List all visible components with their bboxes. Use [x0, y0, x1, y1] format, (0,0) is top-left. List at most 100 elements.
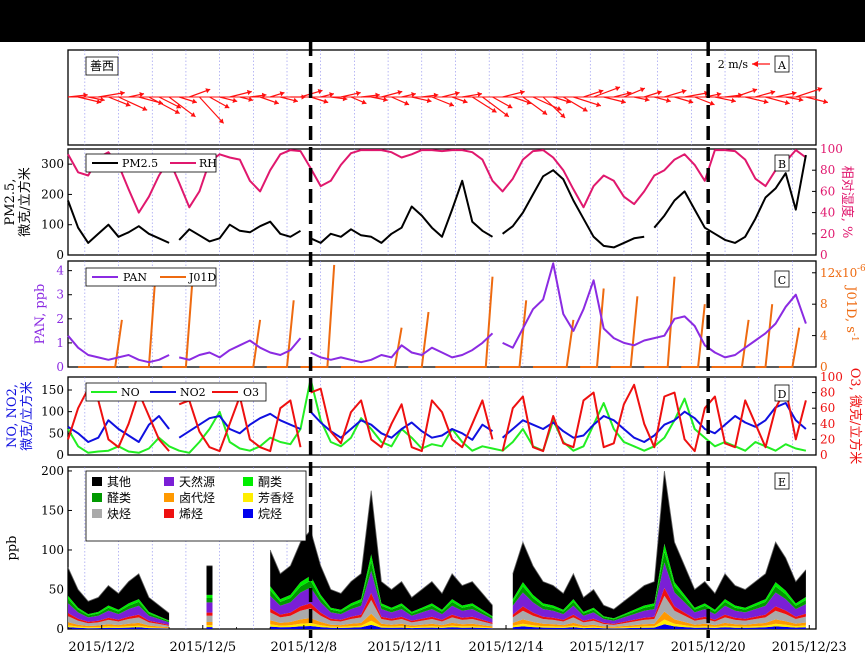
wind-arrowhead [752, 88, 758, 94]
j01d-series [755, 304, 774, 368]
voc-legend-label: 卤代烃 [179, 491, 215, 505]
pm25-series [653, 154, 807, 244]
y2-tick-label: 0 [820, 448, 828, 462]
wind-arrowhead [731, 97, 736, 104]
x-tick-label: 2015/12/14 [469, 640, 544, 655]
no2-series [178, 412, 301, 439]
voc-area-天然源 [512, 562, 806, 624]
y-tick-label: 100 [41, 218, 64, 232]
wind-vector [593, 86, 621, 98]
panel-b-gridlines [84, 149, 793, 255]
wind-arrowhead [411, 92, 416, 98]
x-tick-label: 2015/12/23 [772, 640, 847, 655]
panel-b-legend-box [85, 153, 217, 173]
wind-arrowhead [656, 90, 662, 96]
pm25-series [178, 220, 302, 243]
wind-arrowhead [83, 92, 88, 98]
ppb-axis-label: ppb [5, 536, 20, 561]
wind-arrowhead [205, 88, 211, 94]
wind-vector [522, 96, 548, 116]
pm25-axis-label: PM2.5,微克/立方米 [3, 167, 33, 236]
pan-series [67, 335, 170, 364]
voc-legend-swatch [92, 493, 102, 502]
y2-tick-label: 40 [820, 206, 835, 220]
j01d-series [711, 319, 750, 368]
j01d-series [300, 264, 336, 368]
station-label: 善西 [90, 58, 114, 73]
no2-series [309, 411, 494, 441]
j01d-exponent: -6 [857, 264, 865, 274]
voc-legend-label: 酮类 [258, 475, 282, 489]
wind-vector [198, 96, 225, 124]
j01d-series [644, 276, 676, 368]
voc-legend-label: 醛类 [107, 490, 131, 505]
j01d-axis-label: J01D, s-1 [843, 284, 859, 341]
rh-axis-ticks: 0 20 40 60 80 100 [812, 142, 843, 262]
wind-arrowhead [454, 91, 460, 97]
panel-c-legend: PAN J01D [85, 267, 216, 287]
x-tick-label: 2015/12/20 [671, 640, 746, 655]
voc-area-卤代烃 [68, 622, 170, 629]
o3-series [501, 383, 807, 453]
wind-arrowhead [763, 98, 769, 105]
no-no2-axis-label-line: 微克/立方米 [19, 381, 35, 450]
wind-arrowhead [615, 86, 621, 92]
voc-legend-swatch [243, 509, 253, 518]
y-tick-label: 4 [56, 264, 64, 278]
panel-letter-b-box [774, 154, 790, 172]
voc-area-卤代烃 [512, 611, 806, 628]
wind-arrowhead [503, 112, 509, 117]
voc-area-醛类 [68, 598, 170, 623]
j01d-series [162, 276, 194, 368]
voc-area-烯烃 [270, 593, 493, 624]
wind-arrowhead [426, 97, 432, 104]
voc-legend-label: 芳香烃 [258, 491, 294, 505]
y-tick-label: 0 [56, 448, 64, 462]
j01d-series [533, 319, 575, 368]
wind-arrowhead [519, 89, 525, 96]
voc-area-其他 [68, 567, 170, 621]
x-tick-label: 2015/12/17 [570, 640, 645, 655]
y2-tick-label: 60 [820, 184, 835, 198]
voc-area-其他 [206, 565, 213, 595]
panel-d-frame [67, 376, 817, 456]
station-box [85, 56, 119, 76]
y-tick-label: 100 [41, 543, 64, 557]
legend-no2-label: NO2 [180, 386, 206, 399]
wind-arrowhead [681, 89, 687, 95]
panel-c-series [67, 262, 807, 368]
panel-letter-c-box [774, 270, 790, 288]
wind-arrowhead [191, 98, 197, 104]
pan-series [178, 337, 302, 361]
wind-arrowhead [301, 94, 306, 100]
j01d-series [340, 327, 403, 368]
rh-series [67, 149, 807, 214]
no2-series [501, 402, 807, 443]
pm25-series [502, 169, 645, 249]
rh-axis-label: 相对湿度, % [839, 166, 855, 239]
no-series [67, 378, 807, 454]
voc-area-醛类 [270, 561, 493, 619]
voc-legend-label: 炔烃 [107, 507, 131, 521]
wind-arrowhead [224, 103, 230, 109]
wind-arrowhead [716, 91, 722, 98]
voc-area-卤代烃 [270, 613, 493, 628]
wind-vector [118, 96, 148, 111]
wind-vector [482, 96, 510, 118]
panel-a: 善西 2 m/s A [67, 49, 829, 146]
voc-legend-label: 其他 [107, 475, 131, 489]
voc-area-其他 [270, 490, 493, 617]
voc-area-烯烃 [206, 612, 213, 616]
wind-arrowhead [142, 105, 148, 111]
panel-letter-a: A [777, 59, 787, 72]
wind-vector [168, 96, 196, 118]
wind-arrowhead [397, 89, 403, 96]
no-no2-axis-ticks: 0 50 100 150 [41, 383, 72, 462]
y-tick-label: 0 [56, 360, 64, 374]
voc-area-芳香烃 [68, 625, 170, 629]
panel-letter-a-box [774, 55, 790, 73]
y-tick-label: 150 [41, 383, 64, 397]
x-tick-label: 2015/12/11 [367, 640, 442, 655]
